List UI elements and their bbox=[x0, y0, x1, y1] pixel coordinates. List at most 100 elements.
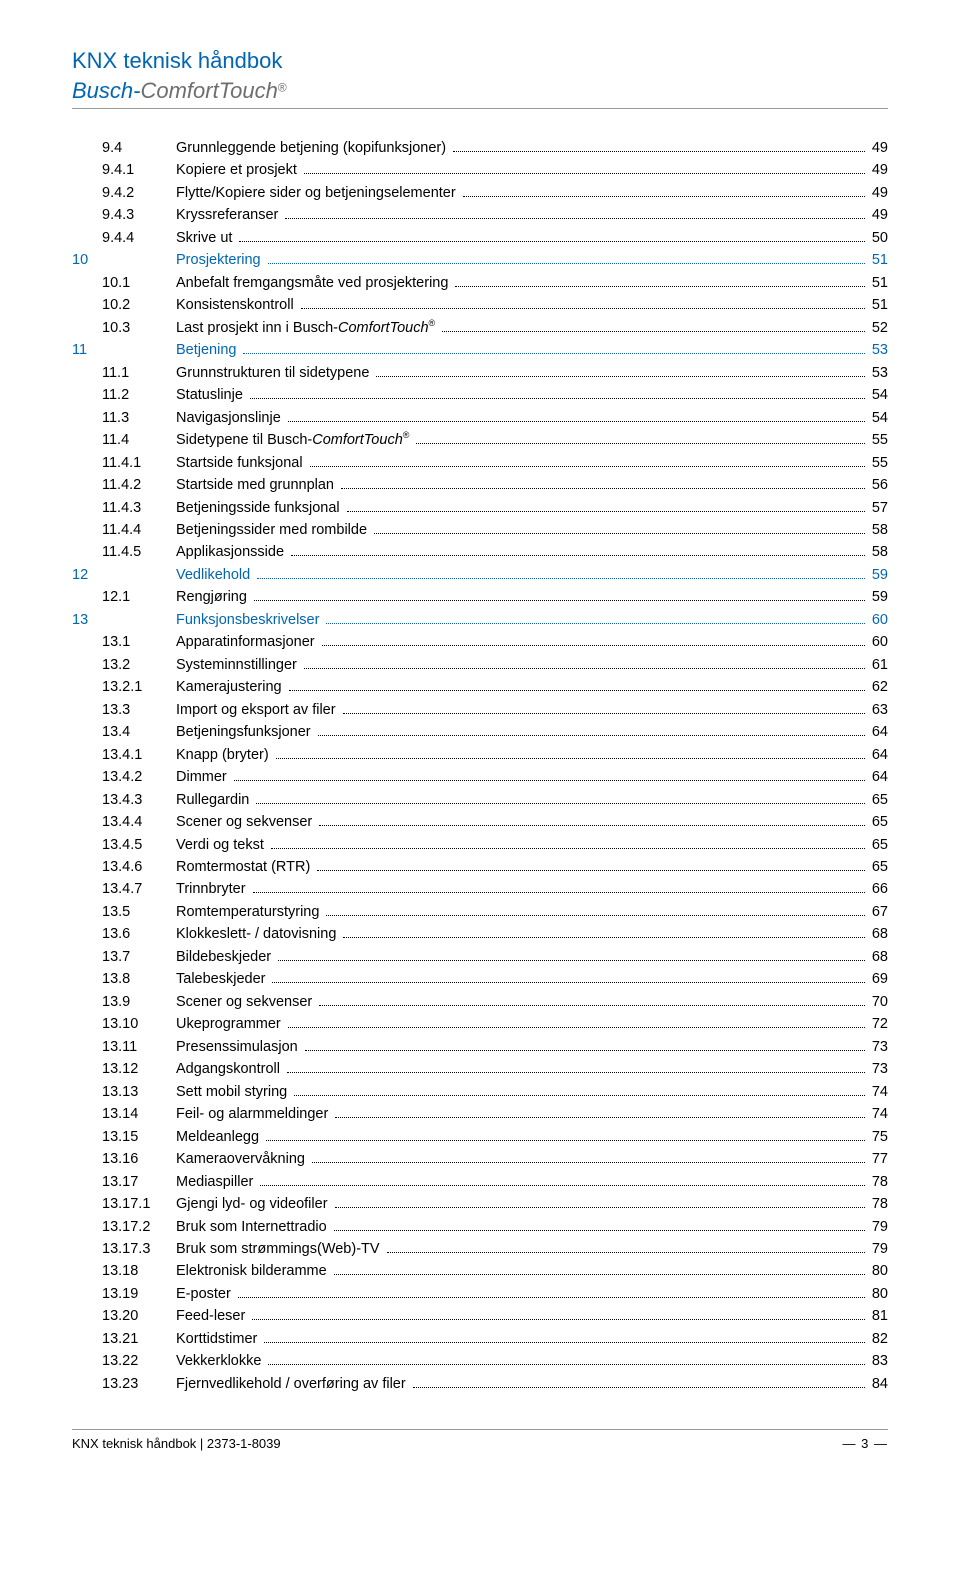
toc-page-number: 77 bbox=[868, 1148, 888, 1170]
toc-section-number: 11.1 bbox=[102, 362, 176, 384]
toc-section-number: 9.4.1 bbox=[102, 159, 176, 181]
toc-entry-text: Prosjektering bbox=[176, 249, 265, 271]
toc-section-number: 13.4.1 bbox=[102, 744, 176, 766]
toc-page-number: 51 bbox=[868, 294, 888, 316]
toc-entry-text: Vedlikehold bbox=[176, 564, 254, 586]
toc-page-number: 55 bbox=[868, 429, 888, 451]
toc-page-number: 69 bbox=[868, 968, 888, 990]
brand-reg: ® bbox=[278, 81, 287, 95]
toc-section-number: 13.17.2 bbox=[102, 1216, 176, 1238]
toc-section-number: 9.4.3 bbox=[102, 204, 176, 226]
brand-prefix: Busch- bbox=[72, 78, 140, 103]
toc-page-number: 67 bbox=[868, 901, 888, 923]
toc-leader-dots bbox=[453, 151, 865, 152]
toc-page-number: 49 bbox=[868, 204, 888, 226]
toc-row: 13.4.4Scener og sekvenser65 bbox=[72, 811, 888, 833]
toc-row: 10.1Anbefalt fremgangsmåte ved prosjekte… bbox=[72, 272, 888, 294]
toc-section-number: 13.18 bbox=[102, 1260, 176, 1282]
toc-entry-text: Sett mobil styring bbox=[176, 1081, 291, 1103]
toc-entry-text: Apparatinformasjoner bbox=[176, 631, 319, 653]
toc-page-number: 59 bbox=[868, 564, 888, 586]
toc-page-number: 70 bbox=[868, 991, 888, 1013]
toc-leader-dots bbox=[266, 1140, 865, 1141]
toc-leader-dots bbox=[374, 533, 865, 534]
toc-page-number: 82 bbox=[868, 1328, 888, 1350]
toc-section-number: 11.4.2 bbox=[102, 474, 176, 496]
toc-page-number: 52 bbox=[868, 317, 888, 339]
toc-leader-dots bbox=[310, 466, 865, 467]
toc-row: 13.20Feed-leser81 bbox=[72, 1305, 888, 1327]
toc-page-number: 72 bbox=[868, 1013, 888, 1035]
toc-chapter-number: 10 bbox=[72, 249, 102, 271]
toc-chapter-number: 11 bbox=[72, 339, 102, 361]
toc-page-number: 64 bbox=[868, 721, 888, 743]
toc-row: 13.4.2Dimmer64 bbox=[72, 766, 888, 788]
toc-entry-text: E-poster bbox=[176, 1283, 235, 1305]
toc-row: 13.8Talebeskjeder69 bbox=[72, 968, 888, 990]
toc-page-number: 49 bbox=[868, 137, 888, 159]
toc-section-number: 10.1 bbox=[102, 272, 176, 294]
toc-leader-dots bbox=[319, 825, 865, 826]
toc-section-number: 12.1 bbox=[102, 586, 176, 608]
toc-section-number: 13.3 bbox=[102, 699, 176, 721]
toc-entry-text: Kryssreferanser bbox=[176, 204, 282, 226]
toc-row: 13.18Elektronisk bilderamme80 bbox=[72, 1260, 888, 1282]
toc-section-number: 13.16 bbox=[102, 1148, 176, 1170]
toc-entry-text: Sidetypene til Busch-ComfortTouch® bbox=[176, 429, 413, 451]
toc-leader-dots bbox=[318, 735, 865, 736]
toc-leader-dots bbox=[317, 870, 865, 871]
toc-page-number: 64 bbox=[868, 744, 888, 766]
toc-entry-text: Betjening bbox=[176, 339, 240, 361]
toc-leader-dots bbox=[387, 1252, 865, 1253]
toc-entry-text: Flytte/Kopiere sider og betjeningselemen… bbox=[176, 182, 460, 204]
toc-row: 13.17Mediaspiller78 bbox=[72, 1171, 888, 1193]
toc-entry-text: Betjeningsfunksjoner bbox=[176, 721, 315, 743]
toc-row: 13.22Vekkerklokke83 bbox=[72, 1350, 888, 1372]
toc-leader-dots bbox=[334, 1274, 865, 1275]
toc-leader-dots bbox=[285, 218, 865, 219]
toc-entry-text: Startside funksjonal bbox=[176, 452, 307, 474]
toc-row: 11.4.1Startside funksjonal55 bbox=[72, 452, 888, 474]
toc-leader-dots bbox=[234, 780, 865, 781]
toc-entry-text: Skrive ut bbox=[176, 227, 236, 249]
toc-page-number: 66 bbox=[868, 878, 888, 900]
toc-section-number: 9.4 bbox=[102, 137, 176, 159]
toc-row: 13.14Feil- og alarmmeldinger74 bbox=[72, 1103, 888, 1125]
toc-leader-dots bbox=[268, 263, 865, 264]
toc-row: 13.15Meldeanlegg75 bbox=[72, 1126, 888, 1148]
toc-page-number: 59 bbox=[868, 586, 888, 608]
toc-page-number: 79 bbox=[868, 1238, 888, 1260]
toc-row: 11.2Statuslinje54 bbox=[72, 384, 888, 406]
toc-page-number: 57 bbox=[868, 497, 888, 519]
toc-row: 11.3Navigasjonslinje54 bbox=[72, 407, 888, 429]
toc-page-number: 53 bbox=[868, 362, 888, 384]
toc-entry-text: Rullegardin bbox=[176, 789, 253, 811]
toc-row: 13.4.7Trinnbryter66 bbox=[72, 878, 888, 900]
toc-leader-dots bbox=[260, 1185, 864, 1186]
toc-section-number: 13.4 bbox=[102, 721, 176, 743]
toc-page-number: 61 bbox=[868, 654, 888, 676]
toc-entry-text: Presenssimulasjon bbox=[176, 1036, 302, 1058]
toc-entry-text: Fjernvedlikehold / overføring av filer bbox=[176, 1373, 410, 1395]
toc-section-number: 11.4 bbox=[102, 429, 176, 451]
footer-page-number: — 3 — bbox=[843, 1436, 888, 1451]
toc-row: 13.9Scener og sekvenser70 bbox=[72, 991, 888, 1013]
toc-row: 13.17.3Bruk som strømmings(Web)-TV79 bbox=[72, 1238, 888, 1260]
toc-entry-text: Knapp (bryter) bbox=[176, 744, 273, 766]
toc-chapter-number: 13 bbox=[72, 609, 102, 631]
toc-section-number: 13.12 bbox=[102, 1058, 176, 1080]
toc-entry-text: Grunnleggende betjening (kopifunksjoner) bbox=[176, 137, 450, 159]
toc-leader-dots bbox=[268, 1364, 864, 1365]
toc-row: 13.6Klokkeslett- / datovisning68 bbox=[72, 923, 888, 945]
toc-page-number: 63 bbox=[868, 699, 888, 721]
page-footer: KNX teknisk håndbok | 2373-1-8039 — 3 — bbox=[72, 1429, 888, 1451]
toc-section-number: 10.3 bbox=[102, 317, 176, 339]
toc-row: 13.4Betjeningsfunksjoner 64 bbox=[72, 721, 888, 743]
toc-entry-text: Romtemperaturstyring bbox=[176, 901, 323, 923]
toc-entry-text: Bildebeskjeder bbox=[176, 946, 275, 968]
toc-section-number: 13.20 bbox=[102, 1305, 176, 1327]
toc-row: 10.2Konsistenskontroll51 bbox=[72, 294, 888, 316]
toc-entry-text: Talebeskjeder bbox=[176, 968, 269, 990]
toc-entry-text: Startside med grunnplan bbox=[176, 474, 338, 496]
toc-leader-dots bbox=[252, 1319, 865, 1320]
